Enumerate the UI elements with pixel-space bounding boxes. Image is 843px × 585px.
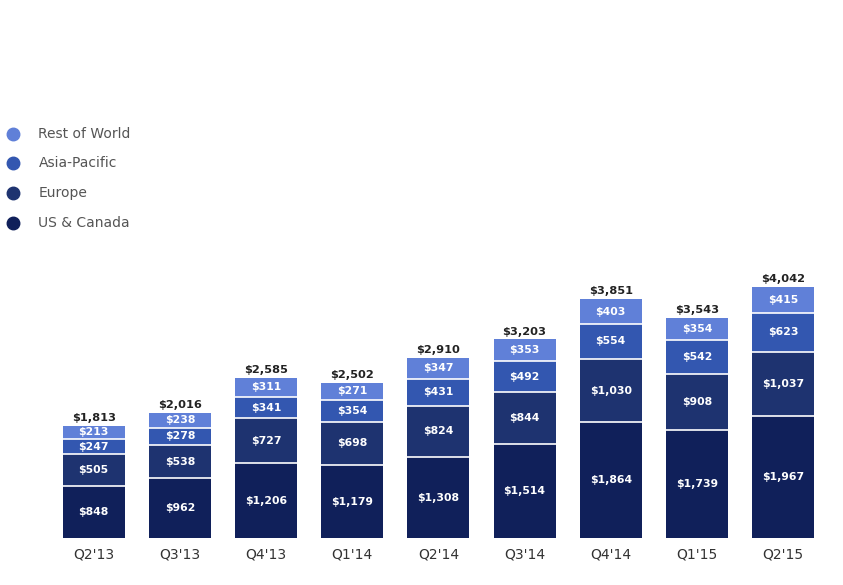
Text: $908: $908	[682, 397, 712, 407]
Text: $505: $505	[78, 465, 109, 475]
Bar	[235, 397, 297, 418]
Bar	[580, 299, 642, 324]
Text: $238: $238	[164, 415, 195, 425]
Text: $311: $311	[251, 383, 281, 393]
Text: $415: $415	[768, 295, 798, 305]
Text: $403: $403	[595, 307, 626, 316]
Text: $347: $347	[423, 363, 454, 373]
Bar	[407, 406, 470, 457]
Text: $1,967: $1,967	[762, 472, 804, 482]
Bar	[666, 374, 728, 430]
Text: $1,739: $1,739	[676, 479, 718, 489]
Text: $1,179: $1,179	[331, 497, 373, 507]
Text: $3,543: $3,543	[674, 305, 719, 315]
Text: $698: $698	[337, 438, 368, 448]
Text: Rest of World: Rest of World	[39, 126, 131, 140]
Text: $1,813: $1,813	[72, 413, 115, 423]
Bar	[235, 378, 297, 397]
Bar	[493, 444, 556, 538]
Bar	[580, 324, 642, 359]
Bar	[235, 418, 297, 463]
Text: $3,203: $3,203	[502, 326, 546, 336]
Text: $2,502: $2,502	[330, 370, 374, 380]
Text: $824: $824	[423, 426, 454, 436]
Text: $1,514: $1,514	[503, 486, 545, 496]
Text: $1,206: $1,206	[245, 495, 287, 506]
Bar	[666, 318, 728, 340]
Bar	[62, 439, 125, 454]
Text: $247: $247	[78, 442, 109, 452]
Text: $354: $354	[682, 324, 712, 334]
Text: $4,042: $4,042	[761, 274, 805, 284]
Bar	[62, 486, 125, 538]
Text: $353: $353	[509, 345, 540, 355]
Bar	[493, 362, 556, 392]
Text: $538: $538	[164, 457, 195, 467]
Text: US & Canada: US & Canada	[39, 216, 130, 229]
Text: In Millions: In Millions	[11, 91, 87, 106]
Bar	[407, 457, 470, 538]
Bar	[752, 416, 814, 538]
Text: $213: $213	[78, 427, 109, 437]
Bar	[493, 392, 556, 444]
Text: Asia-Pacific: Asia-Pacific	[39, 156, 117, 170]
Bar	[62, 454, 125, 486]
Bar	[493, 339, 556, 362]
Bar	[407, 357, 470, 379]
Text: Europe: Europe	[39, 186, 88, 200]
Bar	[149, 479, 211, 538]
Bar	[235, 463, 297, 538]
Text: $2,585: $2,585	[244, 365, 288, 375]
Text: $1,037: $1,037	[762, 379, 804, 389]
Text: $431: $431	[423, 387, 454, 397]
Text: $3,851: $3,851	[588, 286, 633, 297]
Bar	[666, 430, 728, 538]
Text: $554: $554	[596, 336, 626, 346]
Text: $844: $844	[509, 413, 540, 423]
Bar	[666, 340, 728, 374]
Text: $2,910: $2,910	[416, 345, 460, 355]
Bar	[321, 383, 384, 400]
Bar	[62, 426, 125, 439]
Bar	[752, 313, 814, 352]
Text: $1,308: $1,308	[417, 493, 459, 503]
Text: $492: $492	[509, 371, 540, 381]
Text: $354: $354	[337, 405, 368, 416]
Text: $278: $278	[164, 432, 195, 442]
Bar	[321, 422, 384, 465]
Bar	[321, 465, 384, 538]
Bar	[752, 287, 814, 313]
Bar	[407, 379, 470, 406]
Text: $962: $962	[164, 503, 195, 514]
Text: $1,864: $1,864	[589, 476, 631, 486]
Bar	[580, 359, 642, 422]
Bar	[149, 413, 211, 428]
Text: $341: $341	[251, 402, 282, 412]
Bar	[580, 422, 642, 538]
Text: $2,016: $2,016	[158, 400, 201, 410]
Bar	[149, 428, 211, 445]
Text: $848: $848	[78, 507, 109, 517]
Text: $623: $623	[768, 328, 798, 338]
Bar	[149, 445, 211, 479]
Bar	[321, 400, 384, 422]
Text: $271: $271	[337, 386, 368, 396]
Text: $542: $542	[682, 352, 712, 362]
Bar	[752, 352, 814, 416]
Text: Revenue by User Geography: Revenue by User Geography	[11, 5, 634, 43]
Text: $727: $727	[250, 436, 282, 446]
Text: $1,030: $1,030	[590, 386, 631, 395]
